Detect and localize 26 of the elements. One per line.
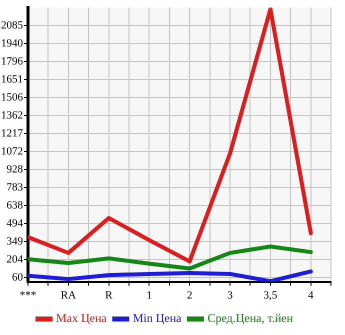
y-tick-label: 638 (6, 200, 24, 212)
legend-label: Min Цена (132, 311, 182, 326)
legend-label: Сред.Цена, т.йен (207, 311, 294, 326)
y-tick-label: 349 (6, 236, 24, 248)
y-tick-label: 60 (12, 271, 24, 284)
y-tick-label: 1362 (1, 109, 23, 122)
y-tick-label: 928 (6, 163, 24, 176)
x-tick-label: 3 (227, 289, 234, 302)
x-tick-label: 3,5 (264, 289, 278, 302)
x-tick-label: RA (60, 289, 76, 302)
y-tick-label: 1072 (1, 146, 23, 158)
y-tick-label: 783 (6, 182, 24, 194)
y-tick-label: 1651 (1, 74, 23, 86)
y-tick-label: 1940 (1, 38, 24, 50)
x-tick-label: 4 (308, 289, 314, 302)
y-tick-label: 2085 (1, 20, 24, 32)
y-tick-label: 204 (6, 254, 24, 266)
y-tick-label: 1217 (1, 128, 24, 140)
y-tick-label: 494 (6, 217, 24, 230)
y-tick-label: 1506 (1, 92, 24, 104)
legend-label: Max Цена (56, 311, 108, 326)
x-tick-label: R (105, 289, 114, 302)
x-tick-label: 1 (146, 289, 152, 302)
x-tick-label: 2 (186, 289, 192, 302)
y-tick-label: 1796 (1, 55, 24, 68)
x-tick-label: *** (20, 289, 36, 302)
